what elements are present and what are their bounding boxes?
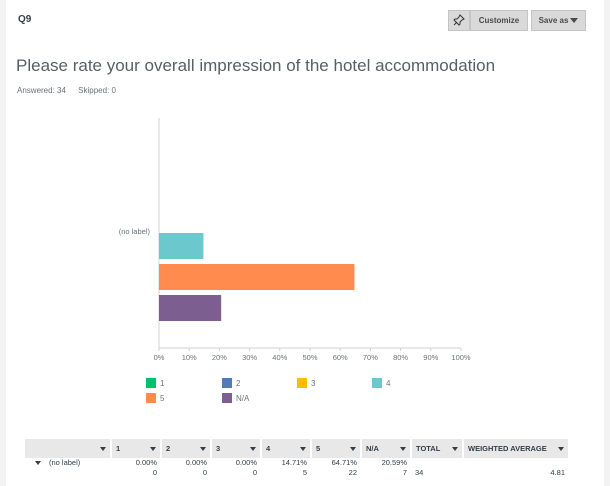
question-number: Q9	[18, 14, 32, 25]
column-header-label: TOTAL	[416, 444, 441, 453]
sort-caret-icon[interactable]	[200, 446, 206, 451]
empty-cell	[25, 468, 111, 478]
legend-swatch	[372, 378, 382, 388]
weighted-average-cell: 4.81	[550, 468, 565, 477]
legend-swatch	[222, 393, 232, 403]
question-card: Q9 Customize Save as Please rate your ov…	[6, 0, 604, 486]
legend-label: 4	[386, 378, 391, 388]
count-cell: 5	[302, 468, 307, 477]
count-cell: 7	[402, 468, 407, 477]
percent-cell: 14.71%	[281, 458, 307, 467]
pin-icon	[453, 13, 465, 28]
empty-cell	[463, 458, 569, 468]
bar-4	[159, 233, 204, 259]
sort-caret-icon[interactable]	[250, 446, 256, 451]
column-header[interactable]: 2	[161, 439, 212, 458]
legend-label: 1	[160, 378, 165, 388]
x-tick-label: 90%	[423, 353, 438, 362]
table-body: (no label) 0.00% 0.00% 0.00% 14.71% 64.71% 20.…	[25, 458, 569, 478]
percent-cell: 20.59%	[381, 458, 407, 467]
sort-caret-icon[interactable]	[150, 446, 156, 451]
x-tick-label: 10%	[182, 353, 197, 362]
count-cell: 22	[348, 468, 357, 477]
x-tick-label: 80%	[393, 353, 408, 362]
column-header-label: N/A	[366, 444, 379, 453]
legend-item: 5	[146, 393, 164, 403]
column-header[interactable]: WEIGHTED AVERAGE	[463, 439, 570, 458]
table-row: (no label) 0.00% 0.00% 0.00% 14.71% 64.71% 20.…	[25, 458, 569, 468]
results-table: 1 2 3 4 5 N/A TOTAL WEIGHTED AVERAGE (no label)…	[25, 439, 570, 478]
chevron-down-icon	[570, 18, 579, 23]
column-header-label: WEIGHTED AVERAGE	[468, 444, 547, 453]
bar-5	[159, 264, 355, 290]
save-as-label: Save as	[538, 16, 569, 25]
sort-caret-icon[interactable]	[558, 446, 564, 451]
x-tick-label: 40%	[272, 353, 287, 362]
column-header[interactable]	[25, 439, 112, 458]
table-row: 0 0 0 5 22 7 34 4.81	[25, 468, 569, 478]
count-cell: 0	[152, 468, 157, 477]
empty-cell	[411, 458, 463, 468]
column-header[interactable]: N/A	[361, 439, 412, 458]
column-header[interactable]: 5	[311, 439, 362, 458]
question-title: Please rate your overall impression of t…	[16, 56, 496, 75]
x-tick-label: 20%	[212, 353, 227, 362]
count-cell: 0	[252, 468, 257, 477]
legend-label: N/A	[236, 393, 250, 403]
legend-item: N/A	[222, 393, 249, 403]
legend-swatch	[146, 393, 156, 403]
response-meta: Answered: 34 Skipped: 0	[17, 86, 126, 95]
sort-caret-icon[interactable]	[300, 446, 306, 451]
pin-button[interactable]	[448, 10, 470, 31]
total-cell: 34	[415, 468, 424, 477]
x-tick-label: 30%	[242, 353, 257, 362]
column-header[interactable]: TOTAL	[411, 439, 464, 458]
customize-button[interactable]: Customize	[470, 10, 528, 31]
legend-swatch	[297, 378, 307, 388]
save-as-button[interactable]: Save as	[531, 10, 586, 31]
sort-caret-icon[interactable]	[452, 446, 458, 451]
percent-cell: 64.71%	[331, 458, 357, 467]
x-tick-label: 50%	[302, 353, 317, 362]
sort-caret-icon[interactable]	[400, 446, 406, 451]
legend-item: 1	[146, 378, 164, 388]
x-tick-label: 0%	[154, 353, 165, 362]
legend-swatch	[146, 378, 156, 388]
category-label: (no label)	[119, 227, 151, 236]
legend-label: 3	[311, 378, 316, 388]
legend-label: 2	[236, 378, 241, 388]
column-header-label: 1	[116, 444, 121, 453]
row-label[interactable]: (no label)	[25, 458, 111, 468]
legend-label: 5	[160, 393, 165, 403]
x-tick-label: 60%	[333, 353, 348, 362]
percent-cell: 0.00%	[135, 458, 157, 467]
column-header[interactable]: 1	[111, 439, 162, 458]
skipped-count: Skipped: 0	[78, 86, 116, 95]
x-tick-label: 70%	[363, 353, 378, 362]
column-header-label: 3	[216, 444, 221, 453]
count-cell: 0	[202, 468, 207, 477]
sort-caret-icon[interactable]	[350, 446, 356, 451]
column-header-label: 2	[166, 444, 171, 453]
bar-chart: 0% 10% 20% 30% 40% 50% 60% 70% 80% 90% 100% (no lab…	[119, 118, 471, 362]
percent-cell: 0.00%	[235, 458, 257, 467]
legend-item: 2	[222, 378, 240, 388]
percent-cell: 0.00%	[185, 458, 207, 467]
bar-na	[159, 295, 222, 321]
column-header[interactable]: 3	[211, 439, 262, 458]
x-tick-label: 100%	[451, 353, 471, 362]
legend-item: 3	[297, 378, 315, 388]
row-expand-icon[interactable]	[35, 461, 41, 465]
legend-swatch	[222, 378, 232, 388]
sort-caret-icon[interactable]	[100, 446, 106, 451]
column-header[interactable]: 4	[261, 439, 312, 458]
answered-count: Answered: 34	[17, 86, 66, 95]
table-header-row: 1 2 3 4 5 N/A TOTAL WEIGHTED AVERAGE	[25, 439, 570, 458]
column-header-label: 5	[316, 444, 321, 453]
column-header-label: 4	[266, 444, 271, 453]
legend-item: 4	[372, 378, 390, 388]
